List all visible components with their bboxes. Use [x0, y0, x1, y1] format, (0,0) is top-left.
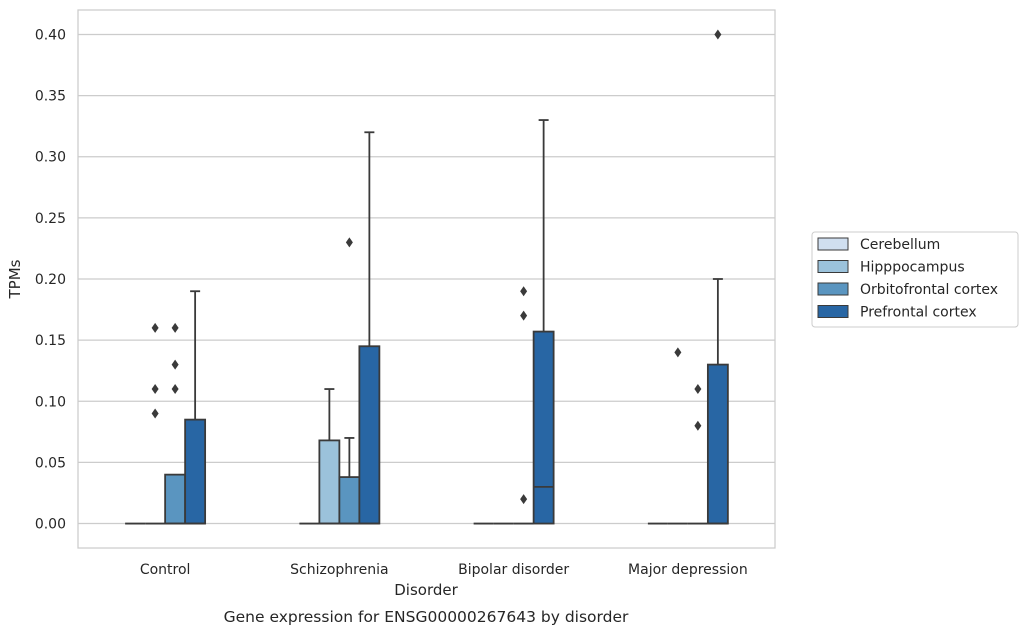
box: [184, 418, 207, 525]
outlier-point: [151, 384, 159, 395]
y-tick-label: 0.40: [35, 27, 66, 43]
x-tick-label: Control: [140, 562, 191, 578]
legend-label: Prefrontal cortex: [860, 305, 977, 321]
x-axis-ticks: Control Schizophrenia Bipolar disorder Majo…: [140, 562, 748, 578]
gridlines: [78, 33, 775, 525]
y-axis-ticks: 0.00 0.05 0.10 0.15 0.20 0.25 0.30 0.35 0.40: [35, 27, 66, 532]
y-tick-label: 0.25: [35, 211, 66, 227]
outlier-point: [714, 29, 722, 40]
chart-caption: Gene expression for ENSG00000267643 by d…: [224, 608, 629, 626]
y-tick-label: 0.35: [35, 89, 66, 105]
outlier-point: [674, 347, 682, 358]
outlier-point: [520, 310, 528, 321]
x-tick-label: Schizophrenia: [290, 562, 388, 578]
x-axis-label: Disorder: [394, 581, 458, 599]
box-hipppocampus: [667, 347, 688, 525]
outlier-point: [345, 237, 353, 248]
legend-swatch: [817, 260, 849, 273]
box-plot-series: [125, 29, 729, 525]
legend-swatch: [817, 305, 849, 318]
box: [338, 476, 361, 525]
legend-label: Cerebellum: [860, 237, 940, 253]
legend-swatch: [817, 282, 849, 296]
outlier-point: [171, 322, 179, 333]
y-tick-label: 0.30: [35, 150, 66, 166]
x-tick-label: Bipolar disorder: [458, 562, 569, 578]
outlier-point: [171, 359, 179, 370]
box: [358, 345, 381, 525]
legend-label: Orbitofrontal cortex: [860, 282, 998, 298]
outlier-point: [520, 494, 528, 505]
plot-frame: [77, 9, 776, 549]
x-tick-label: Major depression: [628, 562, 748, 578]
box: [318, 439, 341, 525]
box-orbitofrontal-cortex: [513, 286, 534, 525]
box-orbitofrontal-cortex: [164, 322, 187, 525]
outlier-point: [520, 286, 528, 297]
box-orbitofrontal-cortex: [687, 384, 708, 525]
box-prefrontal-cortex: [532, 119, 555, 525]
outlier-point: [151, 322, 159, 333]
box-prefrontal-cortex: [358, 131, 381, 525]
outlier-point: [171, 384, 179, 395]
box-hipppocampus: [318, 388, 341, 525]
legend-swatch: [817, 237, 849, 251]
legend: Cerebellum Hipppocampus Orbitofrontal cort…: [811, 231, 1019, 328]
legend-label: Hipppocampus: [860, 260, 965, 276]
outlier-point: [151, 408, 159, 419]
y-tick-label: 0.00: [35, 517, 66, 533]
y-axis-label: TPMs: [6, 259, 24, 299]
y-tick-label: 0.20: [35, 272, 66, 288]
y-tick-label: 0.10: [35, 394, 66, 410]
y-tick-label: 0.15: [35, 333, 66, 349]
box: [532, 330, 555, 525]
legend-frame: [811, 231, 1019, 328]
box: [706, 363, 729, 525]
box-prefrontal-cortex: [706, 29, 729, 525]
box: [164, 473, 187, 525]
box-hipppocampus: [145, 322, 166, 525]
y-tick-label: 0.05: [35, 455, 66, 471]
box-orbitofrontal-cortex: [338, 237, 361, 525]
box-prefrontal-cortex: [184, 290, 207, 525]
outlier-point: [694, 420, 702, 431]
outlier-point: [694, 384, 702, 395]
